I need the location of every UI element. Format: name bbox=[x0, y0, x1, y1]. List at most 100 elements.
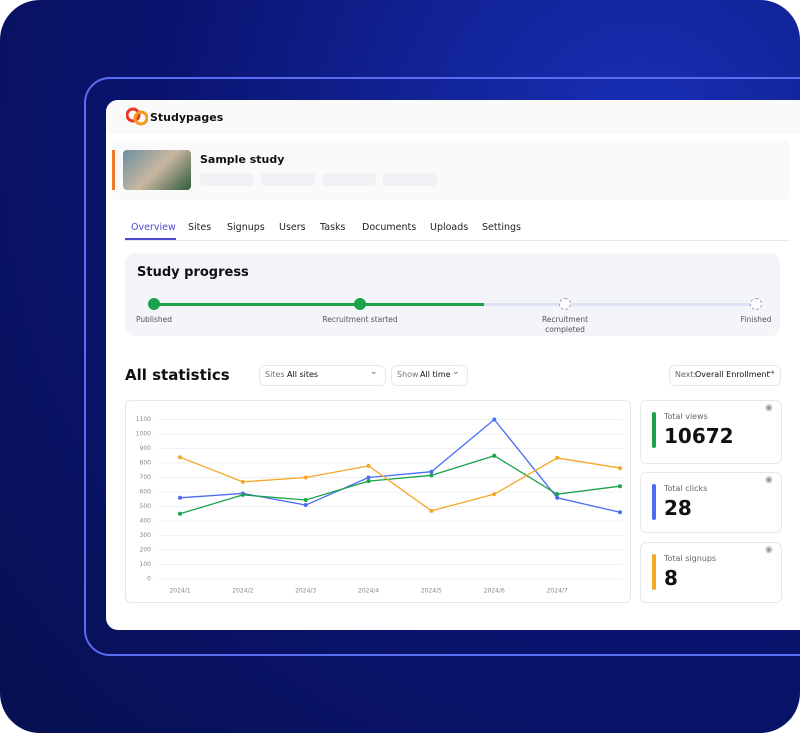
point bbox=[303, 503, 308, 508]
step-label: Recruitment completed bbox=[541, 315, 589, 334]
stat-label: Total clicks bbox=[664, 484, 708, 493]
dropdown-label: Show bbox=[397, 370, 419, 379]
x-tick-label: 2024/5 bbox=[421, 588, 442, 595]
point bbox=[240, 479, 245, 484]
y-tick-label: 1000 bbox=[136, 431, 151, 438]
study-image bbox=[123, 150, 191, 190]
chevron: ⌄ bbox=[452, 367, 460, 377]
tab[interactable]: Documents bbox=[362, 222, 417, 233]
accent bbox=[112, 150, 115, 190]
y-tick-label: 800 bbox=[140, 460, 152, 467]
progress-fill bbox=[154, 303, 484, 306]
progress-panel bbox=[125, 253, 780, 336]
point bbox=[178, 495, 182, 500]
y-tick-label: 100 bbox=[140, 561, 152, 568]
stat-accent bbox=[652, 554, 656, 590]
eye-icon: ◉ bbox=[765, 475, 773, 485]
point bbox=[555, 495, 560, 500]
study-header bbox=[112, 140, 790, 200]
x-tick-label: 2024/7 bbox=[547, 588, 568, 595]
y-tick-label: 900 bbox=[140, 445, 152, 452]
point bbox=[303, 497, 308, 502]
dropdown-value: All sites bbox=[287, 370, 319, 379]
stat-card: Total clicks 28 ◉ bbox=[640, 472, 782, 533]
stats-title: All statistics bbox=[125, 366, 230, 384]
tab[interactable]: Sites bbox=[188, 222, 212, 233]
step-label: Finished bbox=[740, 315, 772, 324]
stat-accent bbox=[652, 412, 656, 448]
point bbox=[429, 473, 434, 478]
eye-icon: ◉ bbox=[765, 403, 773, 413]
chevron: ⌄ bbox=[370, 367, 378, 377]
tab[interactable]: Users bbox=[279, 222, 306, 233]
stat-accent bbox=[652, 484, 656, 520]
point bbox=[618, 510, 622, 515]
step-dot bbox=[750, 298, 762, 310]
dropdown-value: All time bbox=[420, 370, 451, 379]
brand: Studypages bbox=[150, 111, 224, 124]
step-label: Published bbox=[135, 315, 173, 324]
point bbox=[366, 475, 371, 480]
stat-label: Total signups bbox=[664, 554, 717, 563]
point bbox=[429, 469, 434, 474]
tab[interactable]: Tasks bbox=[320, 222, 346, 233]
next-value: Overall Enrollment bbox=[695, 370, 770, 379]
point bbox=[429, 508, 434, 513]
step-dot bbox=[559, 298, 571, 310]
tab-divider bbox=[125, 240, 790, 241]
tab[interactable]: Uploads bbox=[430, 222, 469, 233]
point bbox=[492, 417, 497, 422]
series-line bbox=[179, 456, 621, 512]
next-button[interactable]: Next: Overall Enrollment → bbox=[669, 365, 781, 386]
y-tick-label: 1100 bbox=[136, 416, 151, 423]
dropdown[interactable]: Sites All sites ⌄ bbox=[259, 365, 386, 386]
stat-value: 10672 bbox=[664, 424, 734, 448]
tab[interactable]: Signups bbox=[227, 222, 265, 233]
frame bbox=[84, 77, 800, 656]
placeholder bbox=[261, 173, 315, 186]
point bbox=[178, 511, 182, 516]
y-tick-label: 0 bbox=[147, 576, 151, 583]
stat-label: Total views bbox=[664, 412, 708, 421]
point bbox=[555, 492, 560, 497]
x-tick-label: 2024/2 bbox=[232, 588, 253, 595]
y-tick-label: 600 bbox=[140, 489, 152, 496]
dropdown[interactable]: Show All time ⌄ bbox=[391, 365, 468, 386]
y-tick-label: 200 bbox=[140, 547, 152, 554]
point bbox=[178, 455, 182, 460]
placeholder bbox=[322, 173, 376, 186]
study-title: Sample study bbox=[200, 153, 285, 166]
point bbox=[492, 492, 497, 497]
point bbox=[492, 453, 497, 458]
point bbox=[303, 475, 308, 480]
point bbox=[366, 479, 371, 484]
x-tick-label: 2024/1 bbox=[169, 588, 190, 595]
dropdown-label: Sites bbox=[265, 370, 285, 379]
arrow: → bbox=[767, 368, 775, 378]
point bbox=[240, 492, 245, 497]
y-tick-label: 400 bbox=[140, 518, 152, 525]
tab-underline bbox=[125, 238, 176, 240]
stat-value: 8 bbox=[664, 566, 678, 590]
next-label: Next: bbox=[675, 370, 697, 379]
stat-card: Total views 10672 ◉ bbox=[640, 400, 782, 464]
step-dot bbox=[148, 298, 160, 310]
tab[interactable]: Settings bbox=[482, 222, 521, 233]
series-line bbox=[179, 455, 621, 515]
y-tick-label: 700 bbox=[140, 474, 152, 481]
y-tick-label: 300 bbox=[140, 532, 152, 539]
progress-title: Study progress bbox=[137, 265, 249, 280]
step-label: Recruitment started bbox=[322, 315, 398, 324]
x-tick-label: 2024/3 bbox=[295, 588, 316, 595]
header bbox=[106, 100, 800, 134]
placeholder bbox=[200, 173, 254, 186]
placeholder bbox=[383, 173, 437, 186]
tab[interactable]: Overview bbox=[131, 222, 176, 233]
step-dot bbox=[354, 298, 366, 310]
point bbox=[366, 463, 371, 468]
series-line bbox=[179, 418, 621, 513]
y-tick-label: 500 bbox=[140, 503, 152, 510]
logo bbox=[126, 107, 148, 126]
